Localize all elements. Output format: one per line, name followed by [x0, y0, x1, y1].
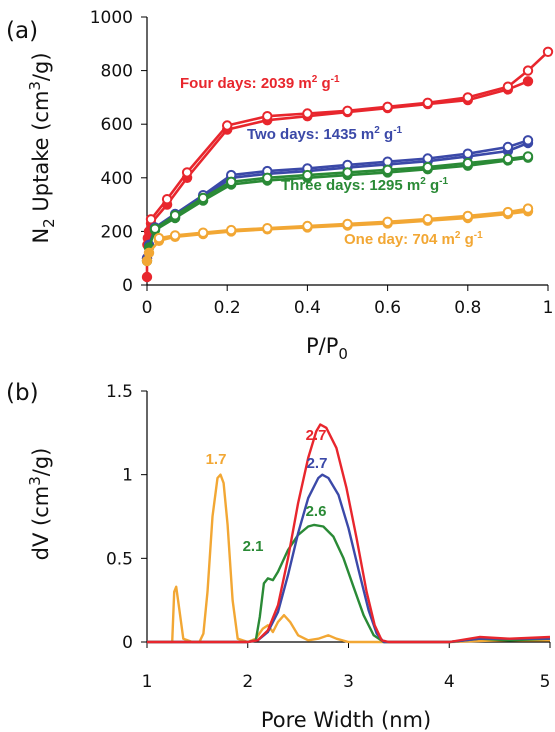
- y-tick-label: 1000: [90, 8, 133, 28]
- three-days-surface-area-label: Three days: 1295 m2 g-1: [281, 176, 448, 194]
- y-tick-label: 400: [101, 169, 133, 189]
- x-tick-label: 0.4: [294, 298, 321, 318]
- y-tick-label: 0: [122, 633, 133, 653]
- three-days-desorption-point: [502, 153, 514, 165]
- peak-label: 2.6: [306, 503, 327, 520]
- three-days-desorption-point: [149, 223, 161, 234]
- four-days-adsorption-point: [141, 271, 153, 283]
- panel-b-plot-area: [147, 423, 551, 644]
- x-tick-label: 0.8: [454, 298, 481, 318]
- two-days-desorption-point: [462, 148, 473, 159]
- four-days-desorption-point: [542, 46, 554, 57]
- peak-label: 2.7: [306, 427, 327, 444]
- four-days-adsorption-point: [522, 76, 534, 87]
- three-days-desorption-point: [197, 192, 209, 204]
- one-day-desorption-point: [226, 224, 237, 236]
- four-days-desorption-point: [462, 92, 473, 103]
- three-days-desorption-point: [302, 169, 313, 181]
- one-day-adsorption-point: [143, 247, 155, 259]
- four-days-surface-area-label: Four days: 2039 m2 g-1: [180, 74, 340, 92]
- peak-label: 2.7: [307, 455, 328, 472]
- y-tick-label: 600: [101, 115, 133, 135]
- four-days-desorption-point: [262, 111, 273, 122]
- three-days-desorption-point: [169, 210, 181, 221]
- two-days-desorption-point: [522, 135, 534, 146]
- four-days-desorption-point: [382, 101, 393, 113]
- two-days-desorption-point: [502, 141, 514, 153]
- one-day-pore-distribution-line: [147, 473, 550, 644]
- four-days-desorption-point: [522, 65, 534, 76]
- one-day-desorption-point: [153, 232, 165, 244]
- one-day-desorption-point: [302, 220, 313, 232]
- three-days-desorption-line: [154, 155, 529, 230]
- y-tick-label: 1: [122, 466, 133, 486]
- panel-b-peak-labels: 1.7 2.1 2.6 2.7 2.7: [206, 427, 328, 555]
- four-days-pore-distribution-line: [147, 423, 551, 644]
- panel-a-x-axis-label: P/P0: [306, 334, 348, 363]
- panel-a-axes: 0 200 400 600 800 1000 0 0.2 0.4 0.6 0.8 1: [90, 8, 554, 318]
- panel-a-plot-area: [141, 46, 554, 283]
- three-days-desorption-point: [522, 151, 534, 162]
- one-day-desorption-point: [382, 216, 393, 228]
- panel-a-annotations: Four days: 2039 m2 g-1 Two days: 1435 m2 …: [180, 74, 483, 248]
- three-days-desorption-point: [422, 161, 433, 173]
- peak-label: 2.1: [243, 538, 264, 555]
- y-tick-label: 1.5: [106, 382, 133, 402]
- x-tick-label: 5: [540, 672, 551, 692]
- one-day-desorption-point: [169, 230, 181, 241]
- one-day-desorption-point: [502, 206, 514, 218]
- four-days-desorption-point: [161, 194, 173, 205]
- peak-label: 1.7: [206, 451, 227, 468]
- four-days-desorption-point: [222, 120, 233, 131]
- panel-a-label: (a): [6, 18, 38, 44]
- panel-b-y-axis-label: dV (cm3/g): [26, 448, 53, 561]
- panel-b-label: (b): [6, 380, 39, 406]
- three-days-desorption-point: [226, 176, 237, 188]
- four-days-desorption-point: [302, 108, 313, 119]
- y-tick-label: 0.5: [106, 549, 133, 569]
- panel-b-x-axis-label: Pore Width (nm): [261, 708, 431, 732]
- one-day-desorption-point: [197, 227, 209, 238]
- y-tick-label: 0: [122, 276, 133, 296]
- x-tick-label: 1: [142, 672, 153, 692]
- y-tick-label: 800: [101, 62, 133, 82]
- four-days-desorption-point: [145, 214, 157, 225]
- x-tick-label: 0.2: [214, 298, 241, 318]
- panel-a-y-axis-label: N2 Uptake (cm3/g): [26, 52, 58, 243]
- one-day-adsorption-point: [141, 255, 153, 267]
- one-day-desorption-point: [522, 203, 534, 214]
- one-day-desorption-point: [342, 218, 353, 230]
- y-tick-label: 200: [101, 222, 133, 242]
- four-days-desorption-point: [342, 105, 353, 117]
- one-day-desorption-point: [422, 213, 433, 225]
- two-days-surface-area-label: Two days: 1435 m2 g-1: [247, 125, 403, 143]
- three-days-desorption-point: [262, 172, 273, 184]
- one-day-desorption-point: [462, 210, 473, 222]
- x-tick-label: 3: [343, 672, 354, 692]
- one-day-surface-area-label: One day: 704 m2 g-1: [344, 230, 483, 248]
- x-tick-label: 4: [444, 672, 455, 692]
- x-tick-label: 2: [242, 672, 253, 692]
- four-days-desorption-point: [502, 81, 514, 92]
- four-days-desorption-point: [181, 167, 193, 178]
- two-days-desorption-point: [422, 153, 433, 164]
- x-tick-label: 1: [543, 298, 554, 318]
- three-days-desorption-point: [342, 167, 353, 178]
- x-tick-label: 0: [142, 298, 153, 318]
- four-days-desorption-point: [422, 97, 433, 109]
- panel-b-axes: 0 0.5 1 1.5 1 2 3 4 5: [106, 382, 551, 692]
- three-days-desorption-point: [462, 157, 473, 169]
- one-day-desorption-point: [262, 223, 273, 234]
- x-tick-label: 0.6: [374, 298, 401, 318]
- three-days-desorption-point: [382, 164, 393, 176]
